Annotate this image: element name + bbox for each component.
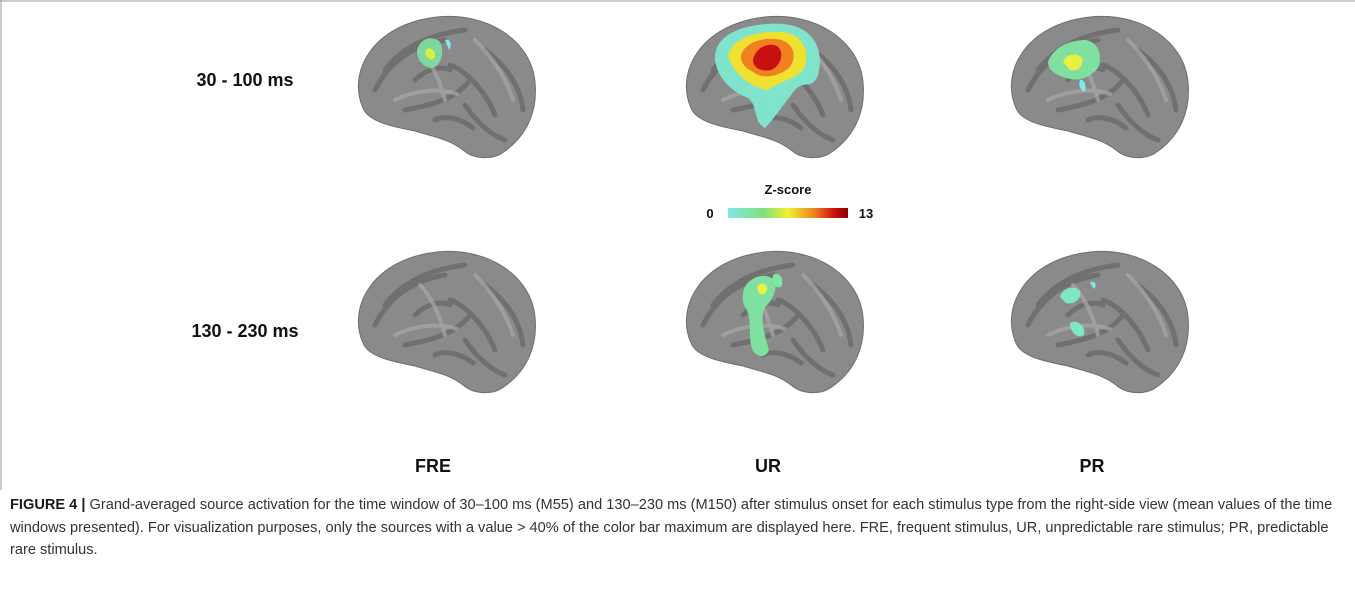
brain-pr-late [1011, 251, 1188, 392]
brain-fre-late [358, 251, 535, 392]
brain-fre-early [358, 16, 535, 157]
brain-pr-early [1011, 16, 1188, 157]
brain-ur-late [686, 251, 863, 392]
colorbar-min: 0 [706, 206, 713, 221]
column-label: UR [755, 456, 781, 476]
colorbar-title: Z-score [765, 182, 812, 197]
caption: FIGURE 4 | Grand-averaged source activat… [10, 494, 1345, 562]
caption-text: Grand-averaged source activation for the… [10, 497, 1333, 558]
row-label: 130 - 230 ms [191, 321, 298, 341]
column-label: FRE [415, 456, 451, 476]
colorbar-max: 13 [859, 206, 873, 221]
figure-panel: 30 - 100 ms 130 - 230 ms Z-score 0 13 [0, 0, 1355, 490]
brain-ur-early [686, 16, 863, 157]
colorbar [728, 208, 848, 218]
column-label: PR [1079, 456, 1104, 476]
caption-label: FIGURE 4 | [10, 497, 86, 513]
row-label: 30 - 100 ms [196, 70, 293, 90]
